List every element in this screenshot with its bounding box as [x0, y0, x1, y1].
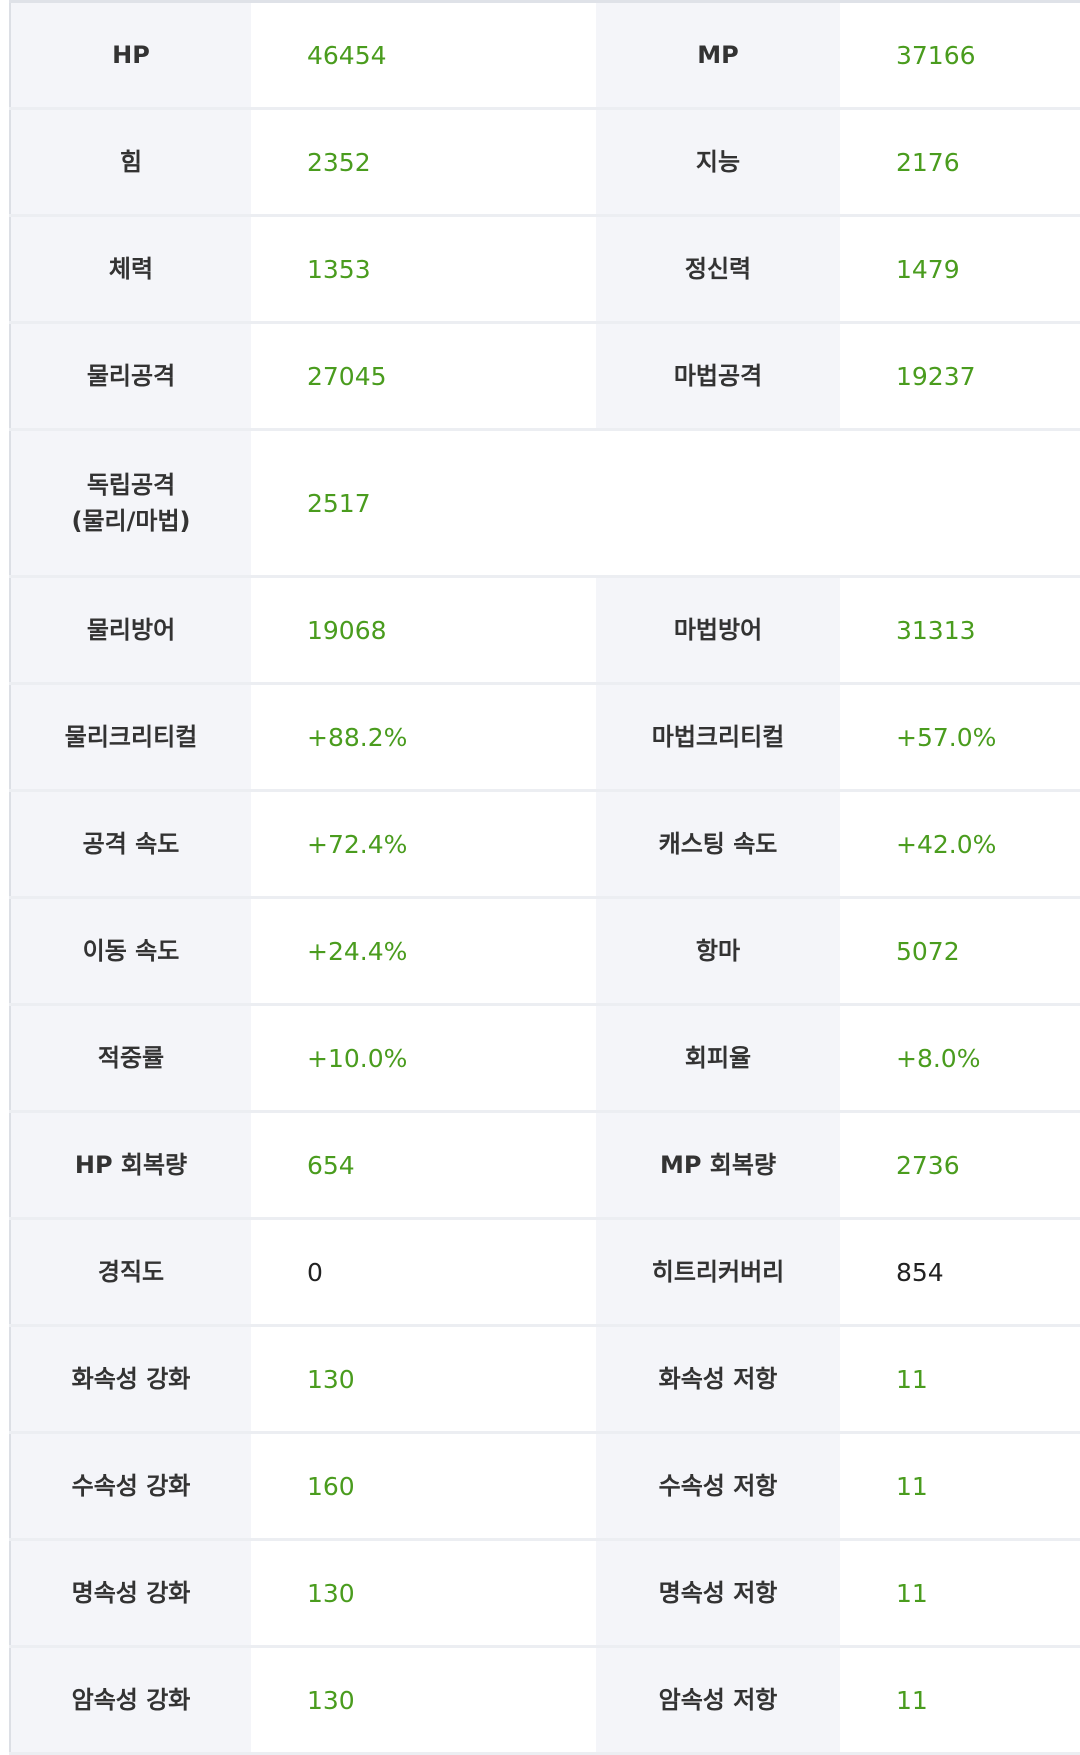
stat-label: 캐스팅 속도 [596, 790, 840, 899]
stat-value: 37166 [840, 1, 1080, 110]
stat-label: 항마 [596, 897, 840, 1006]
stat-value: 130 [251, 1646, 596, 1755]
stat-label: 정신력 [596, 215, 840, 324]
stat-row: 물리공격 27045 마법공격 19237 [9, 322, 1080, 431]
stat-row: 힘 2352 지능 2176 [9, 108, 1080, 217]
stat-value: 130 [251, 1539, 596, 1648]
stat-value: 1353 [251, 215, 596, 324]
stat-label: 명속성 저항 [596, 1539, 840, 1648]
stat-value: +72.4% [251, 790, 596, 899]
stat-label: 물리크리티컬 [9, 683, 251, 792]
stat-label: 마법공격 [596, 322, 840, 431]
stat-value: 2352 [251, 108, 596, 217]
stat-label: 화속성 강화 [9, 1325, 251, 1434]
stat-label: 암속성 강화 [9, 1646, 251, 1755]
stat-label: 독립공격 (물리/마법) [9, 429, 251, 578]
stat-value: 160 [251, 1432, 596, 1541]
stat-value: 46454 [251, 1, 596, 110]
stat-row: 명속성 강화 130 명속성 저항 11 [9, 1539, 1080, 1648]
stat-row: 공격 속도 +72.4% 캐스팅 속도 +42.0% [9, 790, 1080, 899]
stat-value: 2517 [251, 429, 596, 578]
stat-row: 수속성 강화 160 수속성 저항 11 [9, 1432, 1080, 1541]
stat-label: HP 회복량 [9, 1111, 251, 1220]
stat-label: HP [9, 1, 251, 110]
stat-value: 2736 [840, 1111, 1080, 1220]
stat-value: 19068 [251, 576, 596, 685]
stat-value: 854 [840, 1218, 1080, 1327]
stat-value: 31313 [840, 576, 1080, 685]
stat-label: 지능 [596, 108, 840, 217]
stat-label: 마법방어 [596, 576, 840, 685]
stat-label: 공격 속도 [9, 790, 251, 899]
stat-value: +57.0% [840, 683, 1080, 792]
stat-label: 물리방어 [9, 576, 251, 685]
stat-row: 화속성 강화 130 화속성 저항 11 [9, 1325, 1080, 1434]
stat-value: 11 [840, 1646, 1080, 1755]
stat-row: 체력 1353 정신력 1479 [9, 215, 1080, 324]
stat-row: 적중률 +10.0% 회피율 +8.0% [9, 1004, 1080, 1113]
stat-label: 명속성 강화 [9, 1539, 251, 1648]
stat-value: +24.4% [251, 897, 596, 1006]
empty-cell [596, 429, 1080, 578]
stat-value: 1479 [840, 215, 1080, 324]
stat-label: 수속성 강화 [9, 1432, 251, 1541]
stat-label: 회피율 [596, 1004, 840, 1113]
stat-value: 27045 [251, 322, 596, 431]
stat-label: 물리공격 [9, 322, 251, 431]
stat-row: 독립공격 (물리/마법) 2517 [9, 429, 1080, 578]
stat-value: 11 [840, 1539, 1080, 1648]
stat-label: MP 회복량 [596, 1111, 840, 1220]
stat-row: 물리방어 19068 마법방어 31313 [9, 576, 1080, 685]
stat-label: 수속성 저항 [596, 1432, 840, 1541]
stat-row: 물리크리티컬 +88.2% 마법크리티컬 +57.0% [9, 683, 1080, 792]
stat-value: 19237 [840, 322, 1080, 431]
stat-value: 11 [840, 1325, 1080, 1434]
stat-row: 이동 속도 +24.4% 항마 5072 [9, 897, 1080, 1006]
stat-label: 암속성 저항 [596, 1646, 840, 1755]
stat-value: 130 [251, 1325, 596, 1434]
stat-label: 히트리커버리 [596, 1218, 840, 1327]
stat-row: 경직도 0 히트리커버리 854 [9, 1218, 1080, 1327]
stat-label: 이동 속도 [9, 897, 251, 1006]
stat-label: 적중률 [9, 1004, 251, 1113]
stat-value: 654 [251, 1111, 596, 1220]
stat-value: +88.2% [251, 683, 596, 792]
stat-label: MP [596, 1, 840, 110]
stat-label: 마법크리티컬 [596, 683, 840, 792]
stat-row: HP 46454 MP 37166 [9, 1, 1080, 110]
stat-label: 화속성 저항 [596, 1325, 840, 1434]
stat-value: 2176 [840, 108, 1080, 217]
stat-row: HP 회복량 654 MP 회복량 2736 [9, 1111, 1080, 1220]
stat-label: 힘 [9, 108, 251, 217]
character-stats-table: HP 46454 MP 37166 힘 2352 지능 2176 체력 1353 정신력 1479 물리… [9, 0, 1080, 1755]
stat-value: +8.0% [840, 1004, 1080, 1113]
stat-label: 경직도 [9, 1218, 251, 1327]
stat-row: 암속성 강화 130 암속성 저항 11 [9, 1646, 1080, 1755]
stat-label: 체력 [9, 215, 251, 324]
stat-value: +10.0% [251, 1004, 596, 1113]
stat-value: 11 [840, 1432, 1080, 1541]
stat-value: +42.0% [840, 790, 1080, 899]
stat-value: 0 [251, 1218, 596, 1327]
stat-value: 5072 [840, 897, 1080, 1006]
